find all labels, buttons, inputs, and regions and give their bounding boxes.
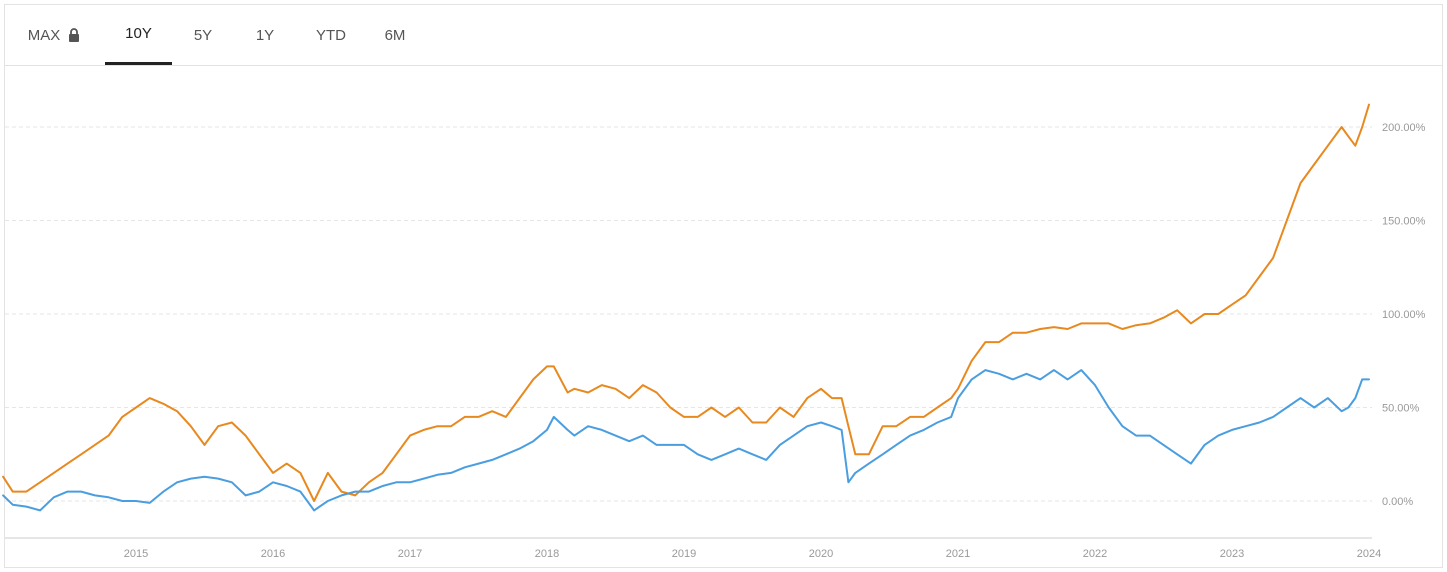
tab-10y[interactable]: 10Y — [105, 5, 172, 65]
x-tick-label: 2019 — [672, 548, 696, 560]
range-tabs: MAX 10Y 5Y 1Y YTD 6M — [5, 5, 1442, 66]
tab-10y-label: 10Y — [125, 25, 152, 42]
y-tick-label: 0.00% — [1382, 496, 1413, 508]
chart-panel: MAX 10Y 5Y 1Y YTD 6M — [4, 4, 1443, 568]
x-axis-strip — [5, 539, 1442, 566]
x-tick-label: 2021 — [946, 548, 970, 560]
x-tick-label: 2020 — [809, 548, 833, 560]
tab-6m-label: 6M — [384, 26, 406, 44]
x-tick-label: 2024 — [1357, 548, 1381, 560]
x-tick-label: 2016 — [261, 548, 285, 560]
series-line-2 — [2, 369, 1370, 512]
x-tick-label: 2023 — [1220, 548, 1244, 560]
x-tick-label: 2018 — [535, 548, 559, 560]
series-line-1 — [2, 103, 1370, 502]
y-tick-label: 50.00% — [1382, 403, 1420, 415]
x-tick-label: 2017 — [398, 548, 422, 560]
x-tick-label: 2022 — [1083, 548, 1107, 560]
tab-max-label: MAX — [27, 26, 61, 44]
tab-ytd[interactable]: YTD — [301, 5, 361, 65]
x-tick-label: 2015 — [124, 548, 148, 560]
lock-icon — [68, 28, 80, 42]
y-tick-label: 150.00% — [1382, 216, 1426, 228]
tab-6m[interactable]: 6M — [367, 5, 423, 65]
y-tick-label: 100.00% — [1382, 309, 1426, 321]
tab-1y-label: 1Y — [255, 26, 275, 44]
tab-1y[interactable]: 1Y — [237, 5, 293, 65]
tab-5y[interactable]: 5Y — [175, 5, 231, 65]
tab-ytd-label: YTD — [316, 26, 346, 44]
tab-max[interactable]: MAX — [19, 5, 89, 65]
y-tick-label: 200.00% — [1382, 122, 1426, 134]
tab-5y-label: 5Y — [193, 26, 213, 44]
